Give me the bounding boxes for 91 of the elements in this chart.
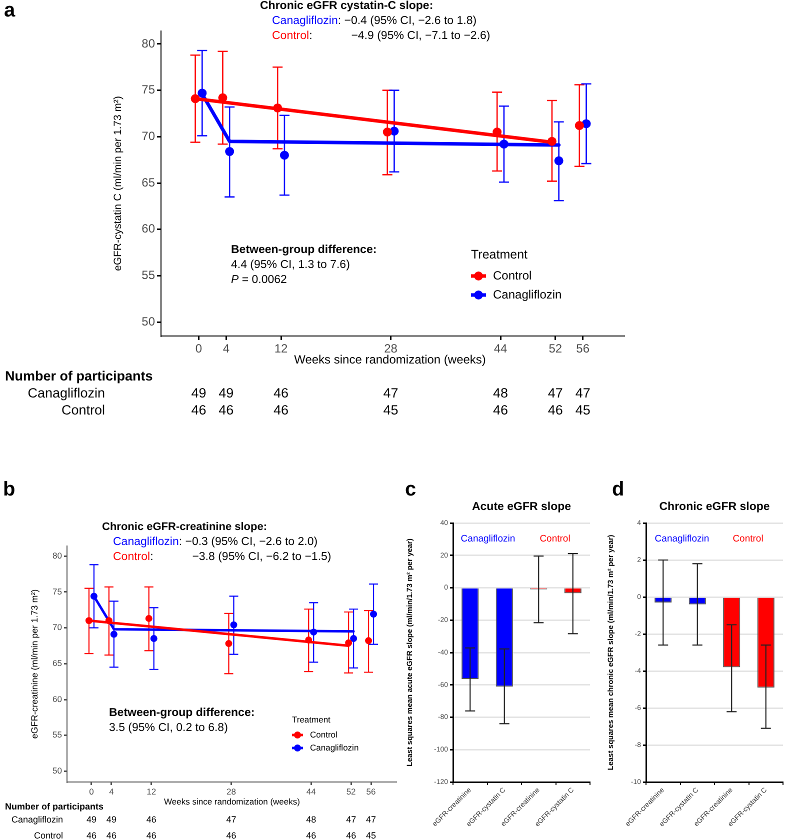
y-tick-label: 80 [52,550,62,560]
text: Canagliflozin [11,814,63,824]
legend-label: Canagliflozin [493,287,562,302]
text: 49 [218,386,234,401]
y-tick-label: 60 [52,694,62,704]
text: Control [34,830,63,840]
x-tick-label: 0 [195,342,202,356]
y-tick-label: 50 [52,766,62,776]
text: Control: −4.9 (95% CI, −7.1 to −2.6) [272,30,490,42]
x-tick-label: 28 [226,786,236,796]
annotation: Canagliflozin [654,534,710,545]
y-tick-label: 80 [142,36,156,50]
text: 46 [106,830,116,840]
annotation: Canagliflozin: −0.3 (95% CI, −2.6 to 2.0) [113,536,318,548]
x-tick-label: 44 [306,786,316,796]
legend-title: Treatment [471,247,528,262]
text: Control [61,402,105,418]
y-tick-label: 50 [142,314,156,328]
text: 46 [226,830,236,840]
chart-title: Chronic eGFR slope [659,501,770,514]
text: 45 [575,402,590,418]
annotation: P = 0.0062 [231,274,287,286]
text: Canagliflozin: −0.4 (95% CI, −2.6 to 1.8) [272,15,477,28]
text: c [405,478,416,501]
legend-label: Control [310,729,338,740]
y-tick-label: 75 [142,82,156,97]
text: 47 [366,814,376,824]
text: Canagliflozin [28,386,105,401]
text: 46 [191,402,206,418]
x-tick-label: 12 [274,342,288,356]
text: 46 [146,830,156,840]
text: 47 [383,386,398,401]
annotation: Between-group difference: [231,244,377,256]
text: 46 [346,830,356,840]
y-tick-label: 65 [142,175,156,190]
y-tick-label: 55 [142,268,156,282]
y-tick-label: 70 [142,128,156,143]
text: Number of participants [5,801,104,812]
y-axis-title: eGFR-creatinine (ml/min per 1.73 m²) [29,589,40,739]
text: d [612,478,624,501]
x-tick-label: 52 [346,786,356,796]
annotation: Canagliflozin [460,534,516,545]
x-tick-label: 4 [222,342,230,356]
text: 46 [493,402,508,418]
text: 47 [226,814,236,824]
text: a [4,0,16,22]
legend-title: Treatment [292,714,332,724]
text: Number of participants [5,368,153,384]
annotation: Control [540,534,570,545]
text: 46 [548,402,563,418]
x-tick-label: 44 [494,342,508,356]
y-tick-label: 70 [52,622,62,632]
y-axis-title: eGFR-cystatin C (ml/min per 1.73 m²) [112,96,124,272]
text: 46 [218,402,234,418]
text: 47 [346,814,356,824]
text: 46 [274,402,289,418]
x-tick-label: 4 [109,786,114,796]
text: 45 [383,402,398,418]
chart-title: Chronic eGFR-creatinine slope: [102,521,268,534]
text: 46 [86,830,96,840]
annotation: 4.4 (95% CI, 1.3 to 7.6) [231,259,350,272]
legend-label: Canagliflozin [310,742,359,752]
text: 46 [306,830,316,840]
text: 46 [146,814,156,824]
text: 45 [366,830,376,840]
x-tick-label: 12 [146,786,156,796]
text: 49 [86,814,96,824]
y-tick-label: 65 [52,658,62,668]
text: b [3,478,16,501]
chart-title: Acute eGFR slope [472,501,572,514]
x-tick-label: 56 [576,342,590,356]
text: 49 [106,814,116,824]
y-tick-label: 60 [142,222,156,236]
text: 49 [191,386,206,401]
text: 47 [548,386,563,401]
annotation: Control [732,534,764,545]
text: 48 [306,814,316,824]
x-tick-label: 56 [366,786,376,796]
text: 48 [493,386,508,401]
annotation: 3.5 (95% CI, 0.2 to 6.8) [109,722,228,734]
legend-label: Control [493,268,532,282]
chart-title: Chronic eGFR cystatin-C slope: [260,0,434,12]
x-tick-label: 52 [548,342,562,356]
x-axis-title: Weeks since randomization (weeks) [164,796,300,806]
x-tick-label: 0 [89,786,94,796]
text: 46 [274,386,289,401]
text: 47 [575,386,590,401]
y-tick-label: 55 [52,730,62,740]
y-tick-label: 75 [52,586,62,596]
annotation: Between-group difference: [109,707,255,720]
text: Control: −3.8 (95% CI, −6.2 to −1.5) [113,551,332,564]
